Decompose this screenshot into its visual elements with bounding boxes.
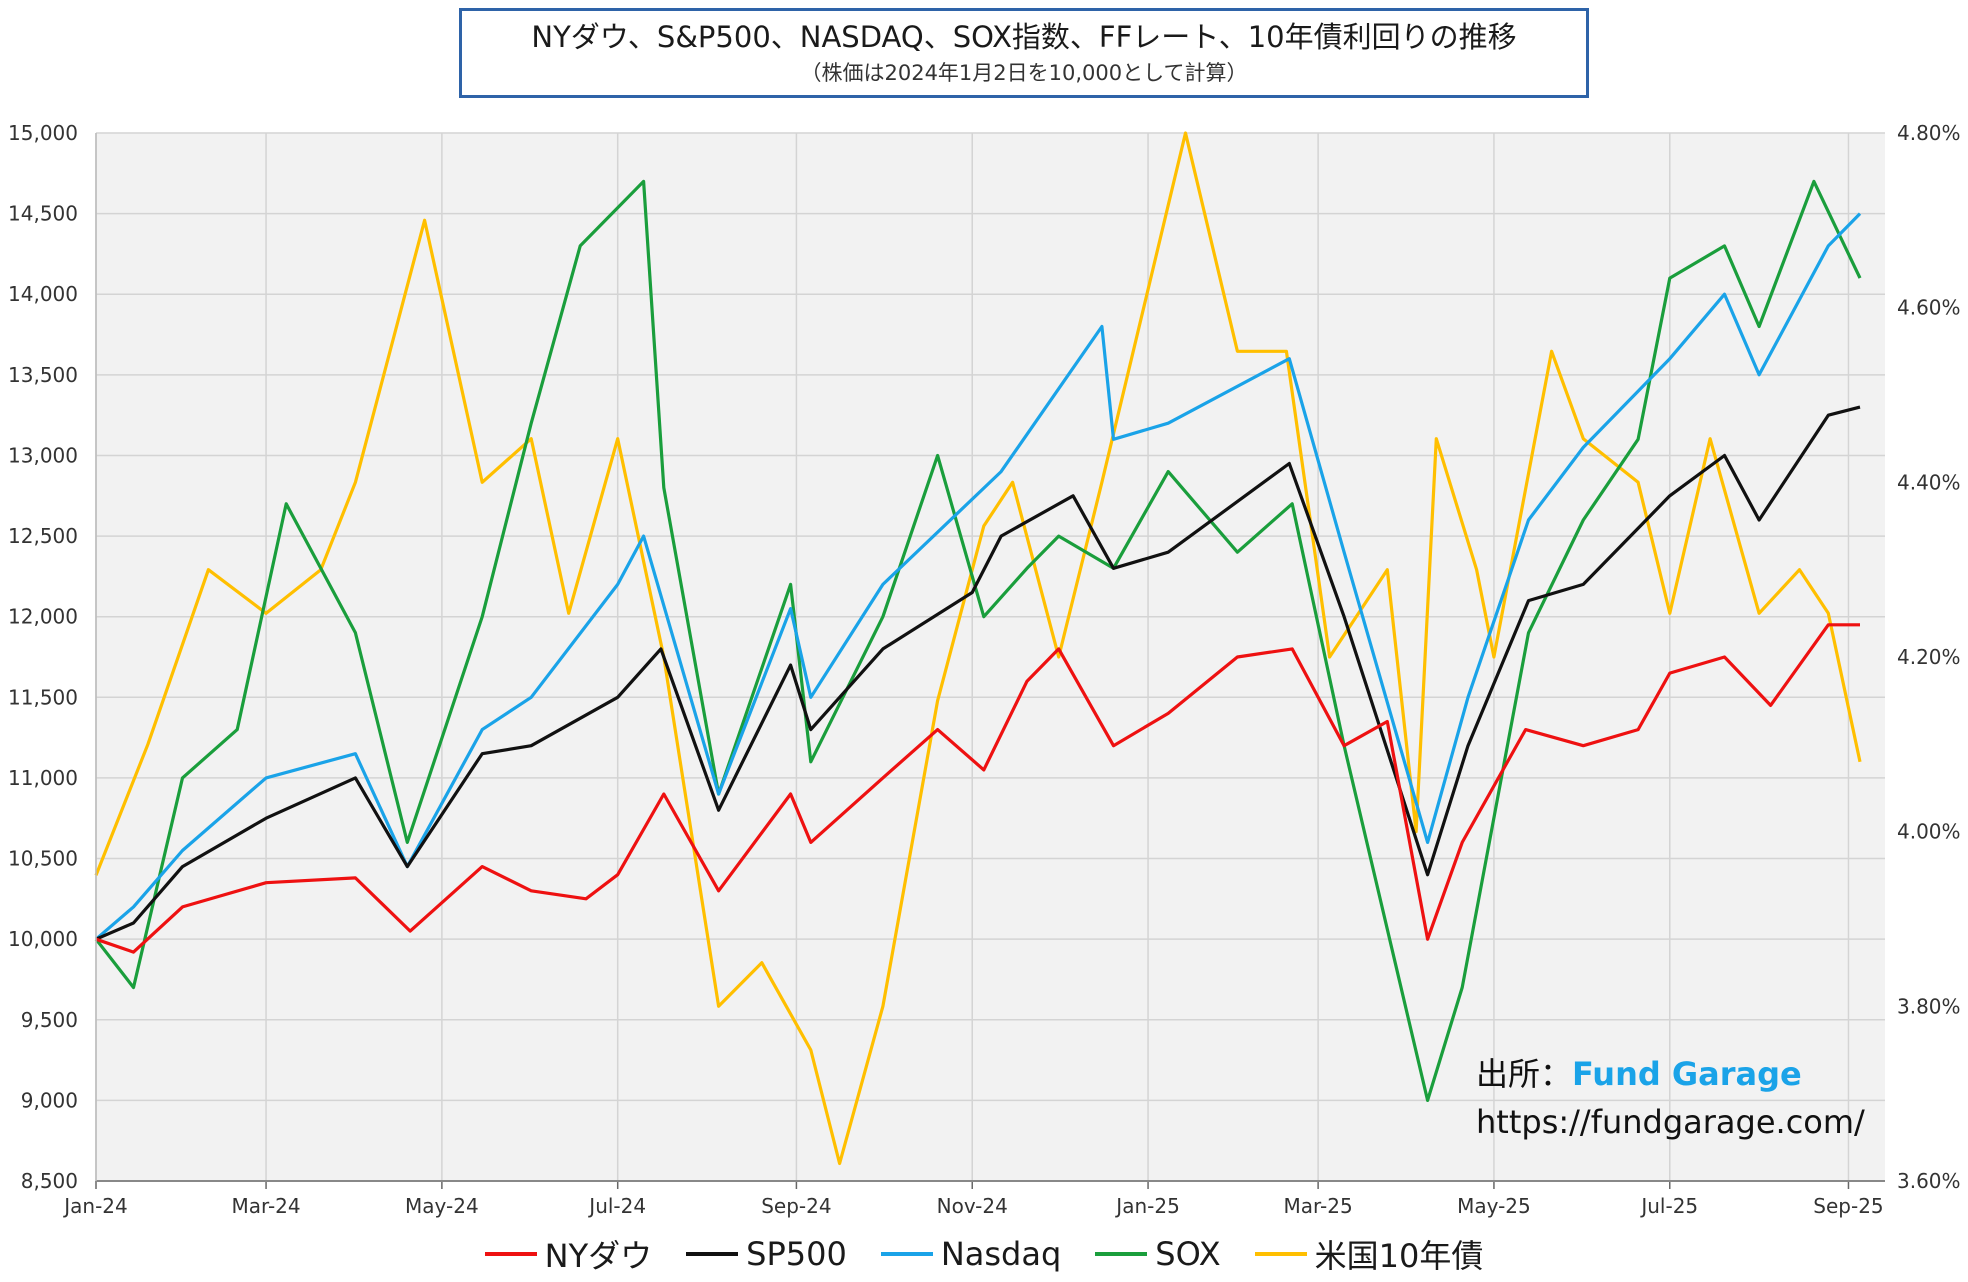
legend-item: SP500 [686, 1235, 847, 1273]
chart-title-box: NYダウ、S&P500、NASDAQ、SOX指数、FFレート、10年債利回りの推… [459, 8, 1589, 98]
source-note: 出所：Fund Garage https://fundgarage.com/ [1476, 1052, 1865, 1148]
plot-background [96, 133, 1885, 1181]
source-url: https://fundgarage.com/ [1476, 1103, 1865, 1141]
legend-item: Nasdaq [880, 1235, 1062, 1273]
y-right-tick-label: 4.20% [1897, 645, 1961, 669]
y-left-tick-label: 13,500 [8, 363, 78, 387]
axes: 15,000 14,500 14,000 13,500 13,000 12,500 12,0… [8, 121, 1961, 1218]
legend-label: Nasdaq [940, 1235, 1062, 1273]
series-line-1 [95, 623, 1860, 954]
x-tick-label: Mar-25 [1284, 1194, 1353, 1218]
legend-swatch [1254, 1252, 1307, 1256]
x-tick-label: Sep-25 [1813, 1194, 1883, 1218]
legend-label: 米国10年債 [1314, 1237, 1484, 1275]
y-left-tick-label: 10,500 [8, 847, 78, 871]
x-tick-label: May-24 [405, 1194, 479, 1218]
y-left-tick-label: 15,000 [8, 121, 78, 145]
x-tick-label: Jul-24 [587, 1194, 646, 1218]
grid-lines [95, 132, 1885, 1182]
x-tick-label: Sep-24 [761, 1194, 831, 1218]
y-left-tick-label: 11,500 [8, 685, 78, 709]
x-tick-label: Nov-24 [937, 1194, 1008, 1218]
legend-swatch [484, 1252, 537, 1256]
source-brand: Fund Garage [1572, 1055, 1802, 1093]
y-left-tick-label: 9,500 [21, 1008, 78, 1032]
chart-legend: NYダウ SP500 Nasdaq SOX 米国10年債 [0, 1232, 1968, 1276]
y-right-tick-label: 3.60% [1897, 1169, 1961, 1193]
series-line-2 [95, 405, 1861, 941]
series-line-5 [94, 131, 1862, 1166]
x-tick-label: Jan-25 [1114, 1194, 1180, 1218]
y-left-tick-label: 9,000 [21, 1088, 78, 1112]
plot-area [96, 133, 1885, 1181]
y-left-tick-label: 11,000 [8, 766, 78, 790]
x-tick-label: Mar-24 [231, 1194, 300, 1218]
y-left-tick-label: 14,500 [8, 202, 78, 226]
y-left-tick-label: 12,500 [8, 524, 78, 548]
chart-title: NYダウ、S&P500、NASDAQ、SOX指数、FFレート、10年債利回りの推… [531, 20, 1517, 54]
legend-label: SP500 [746, 1235, 847, 1273]
series-lines [94, 131, 1862, 1166]
legend-swatch [880, 1252, 933, 1256]
legend-label: NYダウ [544, 1237, 653, 1275]
y-right-tick-label: 3.80% [1897, 994, 1961, 1018]
y-right-tick-label: 4.40% [1897, 470, 1961, 494]
y-left-tick-label: 8,500 [21, 1169, 78, 1193]
y-left-tick-label: 10,000 [8, 927, 78, 951]
y-right-tick-label: 4.00% [1897, 820, 1961, 844]
series-line-3 [94, 212, 1862, 941]
legend-item: 米国10年債 [1254, 1231, 1484, 1277]
legend-swatch [686, 1252, 739, 1256]
y-left-tick-label: 12,000 [8, 605, 78, 629]
legend-swatch [1095, 1252, 1148, 1256]
x-tick-label: May-25 [1457, 1194, 1531, 1218]
x-tick-label: Jan-24 [62, 1194, 128, 1218]
legend-item: SOX [1095, 1235, 1221, 1273]
legend-label: SOX [1155, 1235, 1221, 1273]
source-prefix: 出所： [1476, 1055, 1573, 1093]
y-left-tick-label: 14,000 [8, 282, 78, 306]
y-left-tick-label: 13,000 [8, 443, 78, 467]
x-tick-label: Jul-25 [1639, 1194, 1698, 1218]
y-right-tick-label: 4.80% [1897, 121, 1961, 145]
legend-item: NYダウ [484, 1231, 653, 1277]
y-right-tick-label: 4.60% [1897, 296, 1961, 320]
series-line-4 [94, 179, 1862, 1102]
chart-subtitle: （株価は2024年1月2日を10,000として計算） [800, 61, 1248, 85]
